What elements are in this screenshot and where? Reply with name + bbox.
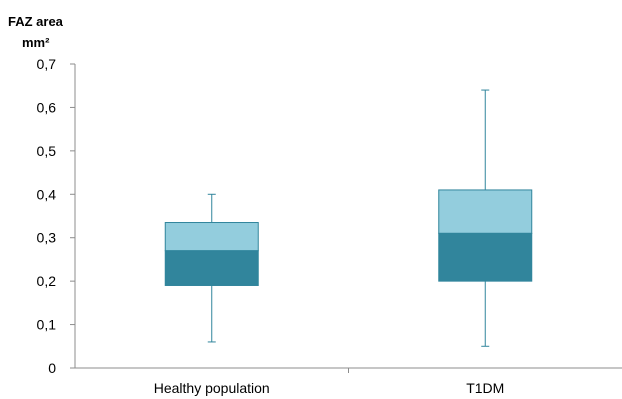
y-tick-label: 0,6 (37, 99, 57, 115)
x-category-label: T1DM (466, 380, 504, 396)
x-category-label: Healthy population (154, 380, 270, 396)
box-series (164, 89, 533, 347)
upper-quartile-box (164, 222, 259, 252)
axes (74, 64, 622, 369)
y-tick-label: 0,2 (37, 273, 57, 289)
box-t1dm (438, 89, 533, 347)
upper-quartile-box (438, 189, 533, 234)
box-healthy-population (164, 193, 259, 343)
y-tick-label: 0 (48, 360, 56, 376)
y-tick-label: 0,1 (37, 317, 57, 333)
y-axis-title-line-2: mm² (22, 35, 50, 50)
lower-quartile-box (164, 250, 259, 286)
y-tick-label: 0,7 (37, 56, 57, 72)
y-tick-label: 0,4 (37, 186, 57, 202)
y-axis-ticks: 0 0,1 0,2 0,3 0,4 0,5 0,6 0,7 (37, 56, 75, 376)
x-axis-categories: Healthy population T1DM (154, 368, 504, 396)
y-axis-title-line-1: FAZ area (8, 14, 64, 29)
y-tick-label: 0,3 (37, 230, 57, 246)
y-tick-label: 0,5 (37, 143, 57, 159)
lower-quartile-box (438, 232, 533, 282)
